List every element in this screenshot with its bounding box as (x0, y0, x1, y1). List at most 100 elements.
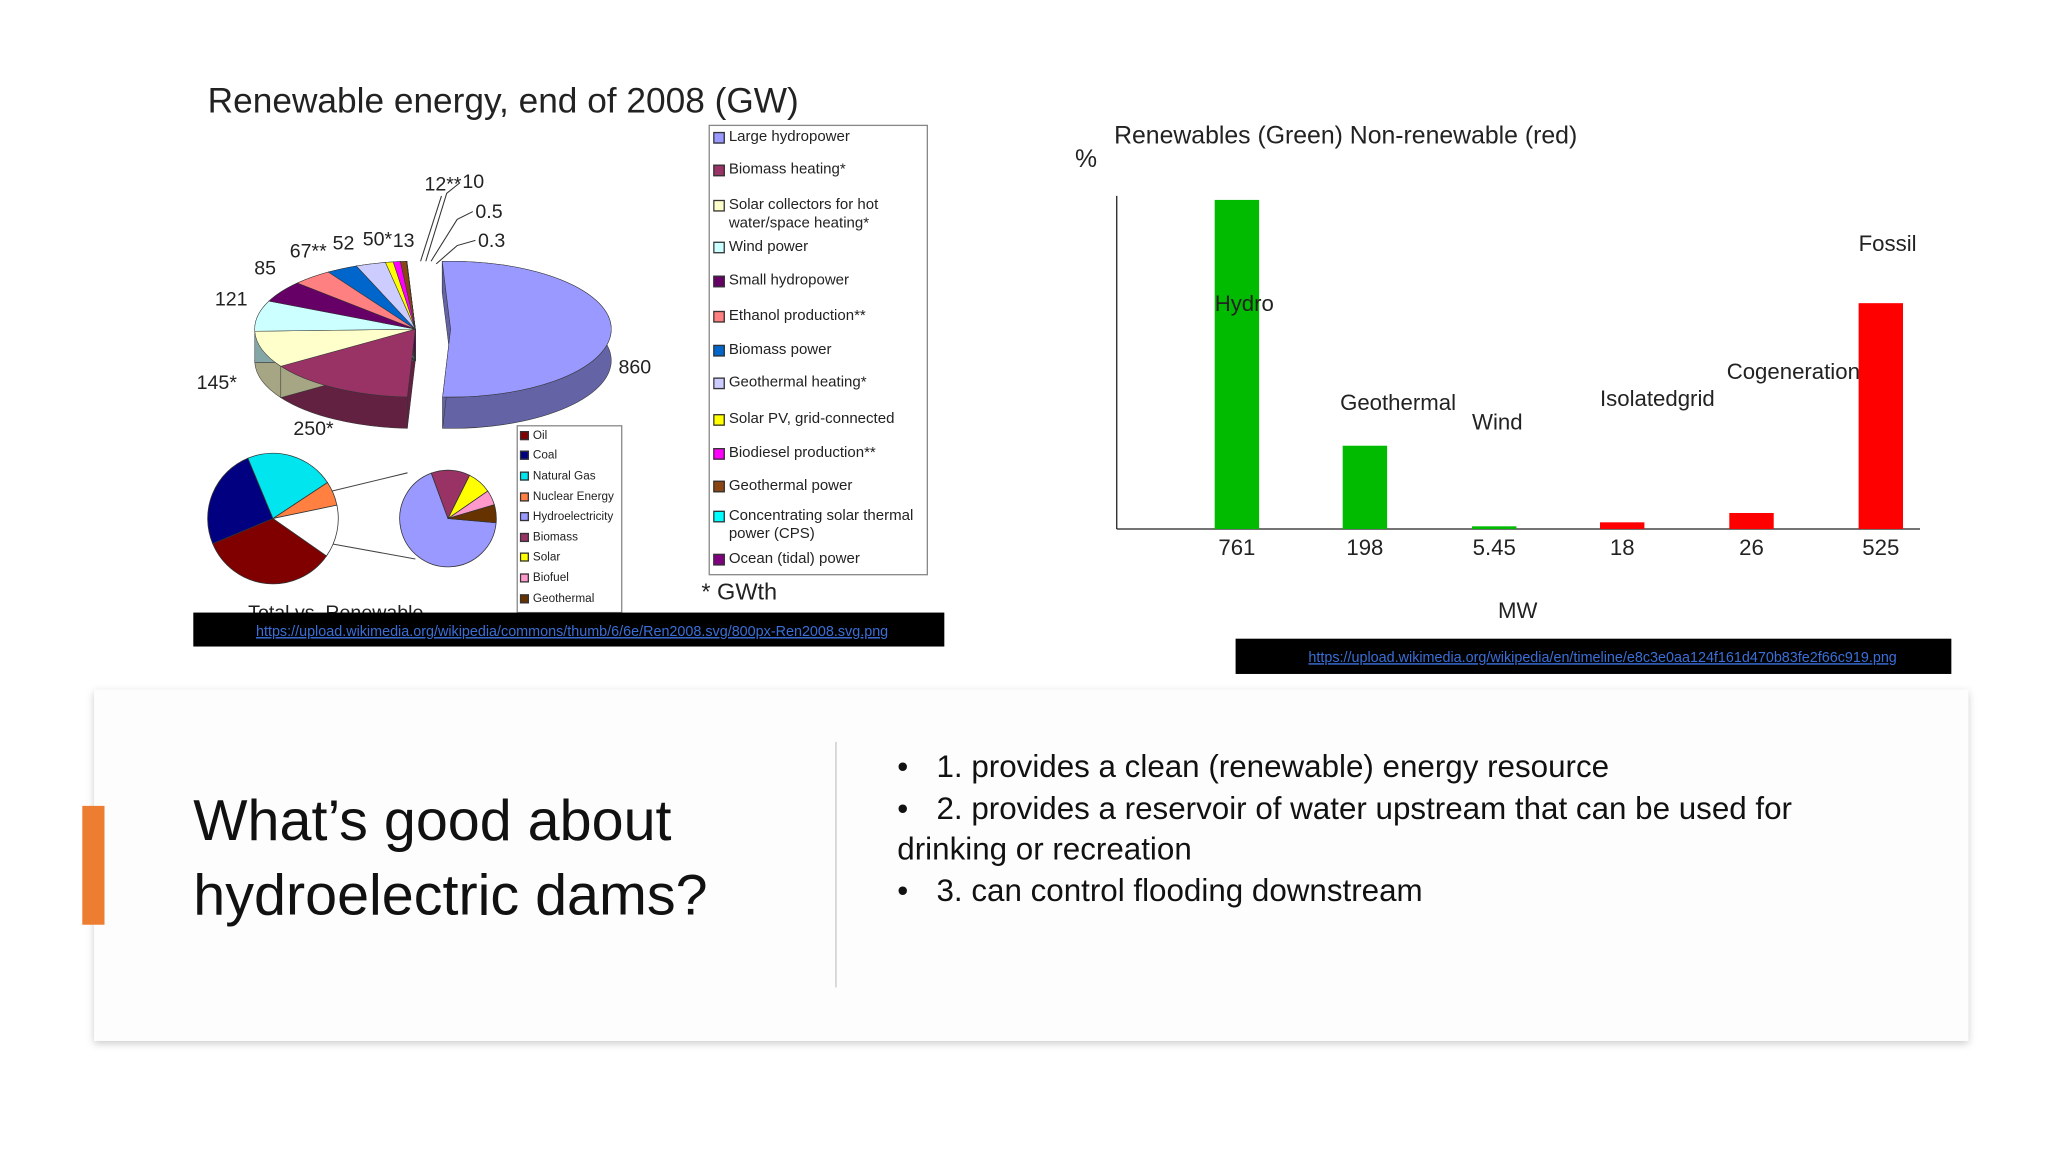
legend-swatch (713, 275, 725, 288)
data-label: 250* (293, 418, 334, 440)
legend-swatch (713, 510, 725, 523)
legend-label: Ethanol production** (728, 308, 866, 324)
legend-label: Coal (532, 448, 558, 462)
legend-swatch (713, 241, 725, 254)
bar-label: Geothermal (1340, 390, 1456, 415)
legend-entry: Ethanol production** (713, 308, 866, 324)
zoom-line (326, 472, 408, 493)
legend-item: Geothermal heating* (713, 374, 925, 393)
legend-swatch (519, 512, 529, 522)
legend-entry: Solar collectors for hot water/space hea… (713, 197, 879, 232)
legend-swatch (713, 414, 725, 426)
legend-label: Small hydropower (728, 272, 850, 289)
legend-label: Wind power (728, 239, 809, 255)
legend-entry: Geothermal heating* (713, 374, 925, 393)
legend-label: Biomass power (728, 342, 832, 358)
legend-entry: Solar PV, grid-connected (713, 410, 925, 429)
legend-label: Geothermal heating* (728, 374, 867, 391)
legend-swatch (519, 492, 529, 502)
legend-swatch (713, 344, 725, 357)
bar (1214, 199, 1260, 529)
x-tick-label: 525 (1862, 535, 1899, 560)
slide-title: What’s good about hydroelectric dams? (193, 788, 708, 928)
x-tick-label: 18 (1610, 535, 1635, 560)
pie-slice (280, 328, 416, 398)
legend-entry: Large hydropower (713, 128, 925, 147)
bar (1600, 522, 1645, 529)
pie-slice (406, 261, 416, 330)
pie-slice (247, 452, 329, 520)
legend-label: Solar collectors for hot water/space hea… (728, 197, 879, 232)
legend-item: Small hydropower (713, 272, 925, 291)
legend-label: Nuclear Energy (532, 489, 614, 503)
data-label: 145* (197, 372, 238, 394)
legend-item: Geothermal power (713, 477, 925, 496)
x-tick-label: 5.45 (1473, 535, 1516, 560)
legend-label: Biomass (532, 530, 578, 544)
legend-swatch (519, 594, 529, 604)
legend-swatch (713, 131, 725, 144)
bar (1342, 445, 1388, 529)
chart-title: Renewable energy, end of 2008 (GW) (208, 81, 799, 120)
legend-swatch (713, 310, 725, 323)
legend-item: Biomass heating* (713, 161, 925, 180)
legend-item: Geothermal (519, 591, 622, 607)
legend-entry: Biofuel (519, 571, 622, 586)
caption-bar (1235, 638, 1952, 674)
data-label: 67** (290, 240, 327, 262)
bar (1472, 526, 1517, 529)
legend-item: Large hydropower (713, 128, 925, 147)
bullet-list: • 1. provides a clean (renewable) energy … (897, 747, 1890, 913)
bullet-text: 3. can control flooding downstream (936, 873, 1423, 910)
pie-rest (272, 504, 339, 557)
source-link[interactable]: https://upload.wikimedia.org/wikipedia/c… (256, 624, 888, 640)
legend-item: Coal (519, 448, 622, 463)
legend-box (708, 124, 928, 576)
content-card (94, 689, 1969, 1041)
bullet-text: 2. provides a reservoir of water upstrea… (897, 791, 1792, 868)
legend-item: Ocean (tidal) power (713, 550, 925, 569)
legend-label: Solar PV, grid-connected (728, 411, 895, 428)
legend-swatch (713, 164, 725, 177)
bullet-item: • 1. provides a clean (renewable) energy … (897, 747, 1890, 788)
legend-item: Biodiesel production** (713, 444, 925, 463)
legend-item: Concentrating solar thermal power (CPS) (713, 507, 925, 545)
leader-line (430, 211, 474, 262)
chart-note: * GWth (701, 579, 777, 605)
data-label: 10 (462, 171, 484, 193)
legend-swatch (519, 532, 529, 543)
pie-slice (212, 518, 328, 585)
source-link[interactable]: https://upload.wikimedia.org/wikipedia/e… (1308, 650, 1896, 666)
leader-line (420, 195, 442, 262)
legend-item: Biofuel (519, 571, 622, 586)
legend-label: Solar (532, 549, 561, 563)
zoom-line (329, 542, 416, 560)
bullet-item: • 3. can control flooding downstream (897, 871, 1890, 912)
legend-entry: Oil (519, 428, 548, 442)
bar-label: Cogeneration (1727, 359, 1860, 384)
caption-bar (193, 612, 945, 647)
data-label: 0.5 (475, 201, 502, 223)
legend-swatch (519, 450, 529, 460)
legend-entry: Concentrating solar thermal power (CPS) (713, 507, 925, 545)
legend-label: Oil (532, 428, 548, 442)
legend-label: Geothermal (532, 591, 595, 605)
y-axis-label: % (1075, 146, 1097, 173)
legend-item: Biomass power (713, 341, 925, 360)
pie-slice (447, 504, 497, 524)
chart-title: Renewables (Green) Non-renewable (red) (1114, 123, 1577, 150)
plot: 860 250* 145* 121 85 67** 52 50* 13 12** 10 0.5 0.3 L… (197, 128, 1917, 607)
bullet-text: 1. provides a clean (renewable) energy r… (936, 749, 1610, 785)
legend-item: Natural Gas (519, 469, 622, 484)
bullet-marker: • (897, 749, 909, 785)
bar-label: Wind (1472, 410, 1523, 435)
legend-swatch (519, 471, 529, 481)
legend-item: Hydroelectricity (519, 509, 622, 524)
legend-entry: Small hydropower (713, 272, 925, 291)
legend-item: Solar PV, grid-connected (713, 410, 925, 429)
legend-label: Concentrating solar thermal power (CPS) (728, 508, 914, 543)
legend-entry: Biomass heating* (713, 161, 925, 180)
legend-entry: Hydroelectricity (519, 509, 622, 524)
legend-label: Biomass heating* (728, 161, 846, 178)
